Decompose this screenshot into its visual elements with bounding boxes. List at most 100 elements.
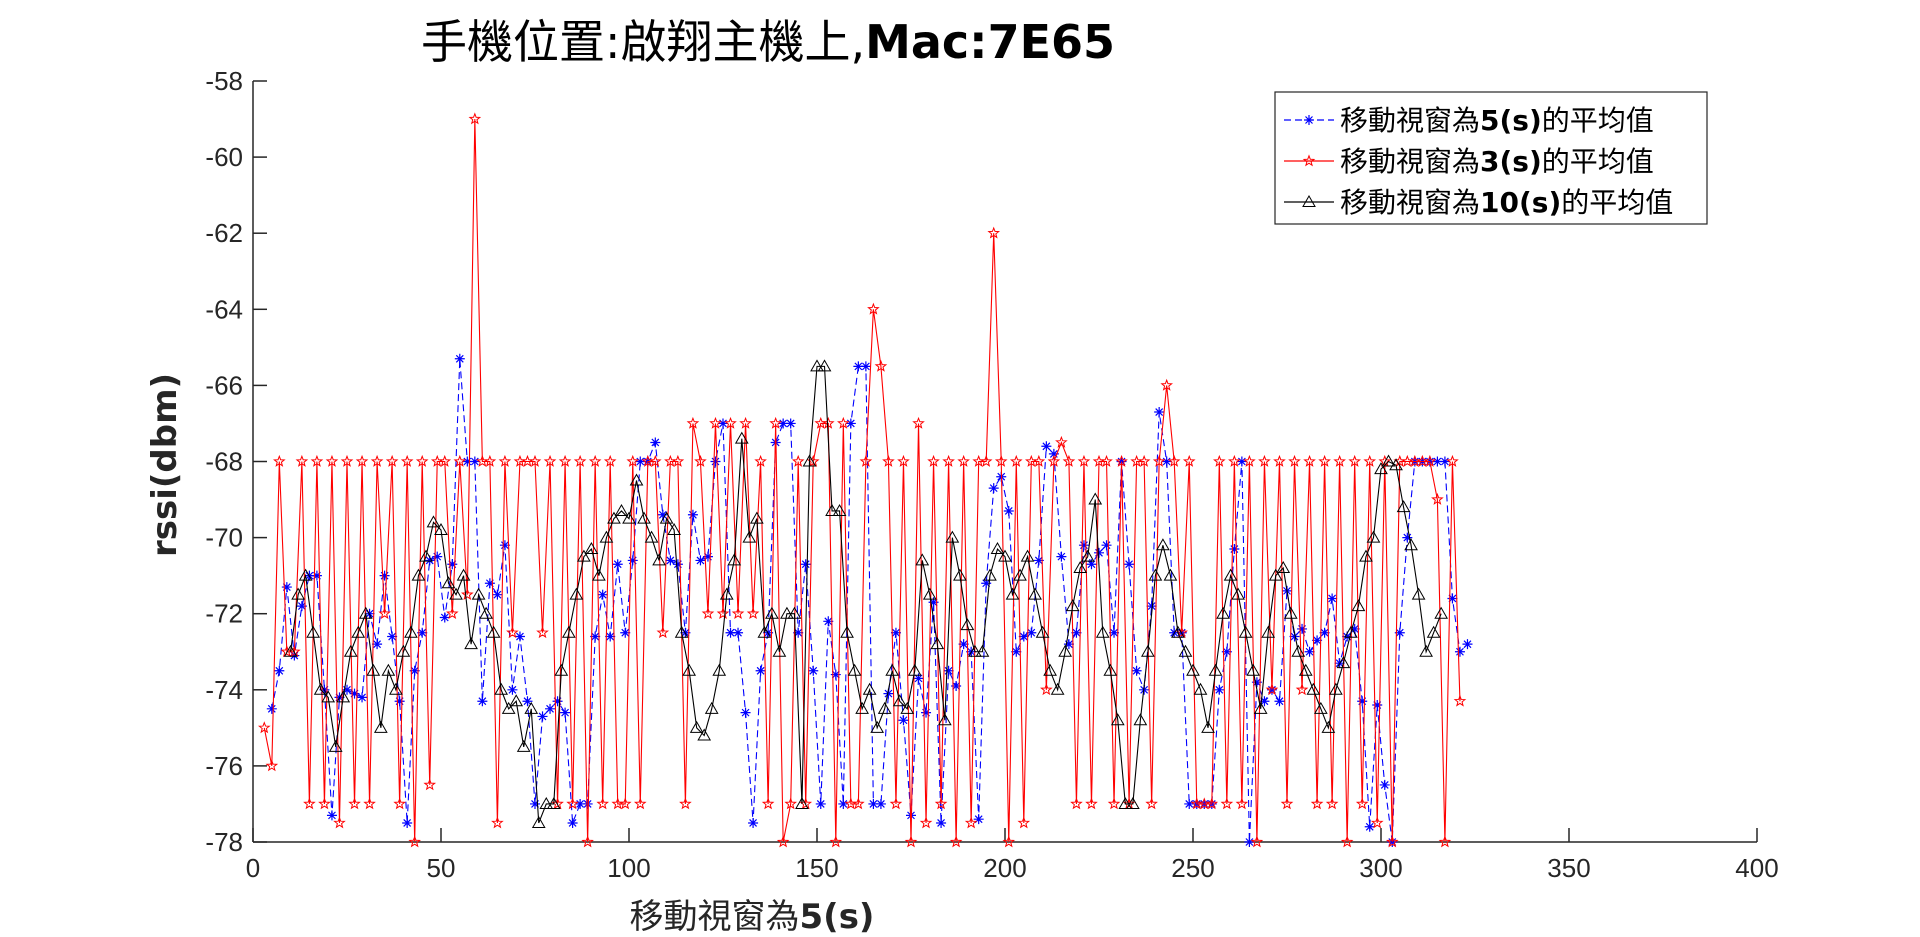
data-point (514, 631, 525, 642)
data-point (785, 418, 796, 429)
data-point (1171, 625, 1185, 638)
data-point (1137, 454, 1151, 467)
data-point (1152, 454, 1166, 467)
data-point (1056, 551, 1067, 562)
data-point (408, 835, 421, 848)
data-point (1145, 797, 1158, 810)
data-point (426, 515, 441, 528)
data-point (357, 692, 368, 703)
data-point (973, 814, 984, 825)
data-point (342, 684, 352, 695)
data-point (1329, 682, 1343, 695)
data-point (381, 663, 396, 676)
data-point (1148, 568, 1163, 581)
data-point (545, 703, 556, 714)
data-point (424, 555, 435, 566)
data-point (945, 530, 960, 543)
data-point (712, 663, 727, 676)
data-point (1018, 631, 1029, 642)
data-point (1378, 454, 1392, 467)
data-point (1379, 779, 1390, 790)
data-point (599, 530, 614, 543)
data-point (597, 589, 608, 600)
data-point (1394, 627, 1405, 638)
data-point (607, 511, 621, 524)
data-point (1078, 540, 1089, 551)
data-point (1156, 538, 1170, 551)
data-point (852, 797, 865, 810)
data-point (516, 739, 531, 752)
data-point (679, 797, 692, 810)
data-point (394, 696, 405, 707)
data-point (1085, 797, 1098, 810)
data-point (868, 798, 879, 809)
data-point (650, 437, 661, 448)
data-point (462, 456, 473, 467)
data-point (1244, 837, 1255, 847)
data-point (396, 644, 411, 657)
data-point (1048, 448, 1059, 459)
data-point (1125, 796, 1140, 809)
axes: 0 50 100 150 200 250 300 350 400 -58 -60 -62 -64 -66 -… (205, 66, 1778, 883)
y-tick-label: -78 (205, 827, 243, 857)
data-point (937, 713, 952, 726)
data-point (847, 663, 862, 676)
data-point (1396, 500, 1411, 513)
data-point (1404, 538, 1418, 551)
data-point (567, 817, 578, 828)
data-point (975, 644, 990, 657)
data-point (860, 361, 871, 372)
data-point (1063, 639, 1074, 650)
data-point (1058, 644, 1073, 657)
data-point (1088, 492, 1103, 505)
data-point (566, 797, 579, 810)
data-point (453, 454, 467, 467)
data-point (656, 626, 670, 639)
data-point (1146, 601, 1157, 612)
data-point (800, 559, 811, 570)
data-point (1303, 454, 1316, 467)
data-point (1201, 720, 1215, 733)
data-point (1325, 797, 1339, 810)
data-point (313, 682, 328, 695)
data-point (772, 644, 787, 657)
data-point (1086, 559, 1097, 570)
data-point (274, 665, 285, 676)
data-point (957, 454, 970, 467)
data-point (787, 606, 802, 619)
data-point (1344, 625, 1358, 638)
data-point (379, 570, 390, 581)
data-point (603, 454, 617, 467)
data-point (1327, 593, 1338, 604)
data-point (1235, 797, 1249, 810)
data-point (629, 473, 644, 486)
y-axis-title: rssi(dbm) (145, 373, 185, 557)
data-point (709, 416, 722, 429)
data-point (892, 694, 907, 707)
data-point (461, 588, 474, 601)
data-point (1336, 656, 1351, 669)
data-point (561, 625, 576, 638)
data-point (257, 721, 271, 734)
data-point (837, 416, 850, 429)
legend-marker-star-icon (1302, 154, 1316, 167)
data-point (1236, 456, 1247, 467)
data-point (612, 559, 623, 570)
data-point (1340, 835, 1354, 848)
data-point (531, 815, 546, 828)
data-point (618, 797, 632, 810)
data-point (780, 606, 794, 619)
data-point (464, 637, 478, 650)
x-tick-label: 0 (246, 853, 260, 883)
data-point (1258, 454, 1271, 467)
data-point (802, 454, 817, 467)
data-point (1313, 701, 1328, 714)
data-point (1268, 568, 1283, 581)
data-point (817, 359, 832, 372)
data-point (990, 542, 1005, 555)
data-point (810, 359, 824, 372)
data-point (1364, 821, 1375, 832)
data-point (491, 816, 504, 829)
data-point (1228, 454, 1241, 467)
data-point (889, 797, 903, 810)
